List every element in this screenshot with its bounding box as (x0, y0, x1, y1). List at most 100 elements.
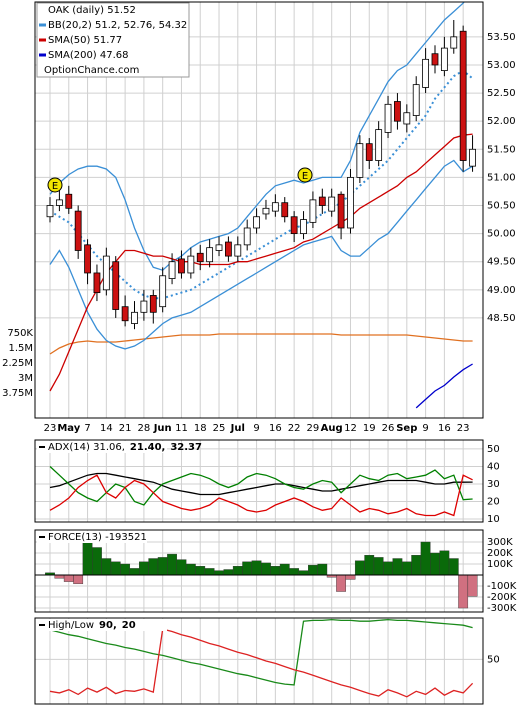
bar (101, 558, 112, 576)
x-tick-label: Jun (153, 423, 172, 434)
x-tick-label: 19 (363, 423, 376, 434)
y-tick-label: -300K (487, 603, 517, 614)
bar (308, 564, 318, 576)
bar (467, 574, 478, 597)
bar (63, 574, 74, 582)
candle-body (84, 244, 91, 274)
candle-body (459, 30, 467, 161)
bar (345, 574, 356, 580)
candle-body (168, 261, 176, 279)
y-tick-label: 51.00 (487, 172, 516, 183)
legend-box (37, 531, 147, 543)
bar (317, 563, 328, 576)
series-line (49, 472, 473, 496)
x-tick-label: Aug (321, 423, 343, 434)
series-line (49, 474, 473, 517)
candle-body (290, 216, 298, 235)
series-line (49, 159, 473, 350)
event-marker (297, 167, 313, 183)
bar (176, 559, 187, 576)
legend-label: BB(20,2) 51.2, 52.76, 54.32 (48, 20, 187, 31)
bar (411, 555, 422, 576)
y-tick-label: 20 (487, 497, 500, 508)
bar (279, 563, 290, 576)
x-tick-label: 16 (269, 423, 282, 434)
candle-body (356, 143, 364, 178)
y-tick-label: 30 (487, 479, 500, 490)
y-tick-label: 50 (487, 444, 500, 455)
x-tick-label: 14 (100, 423, 113, 434)
candle-body (74, 210, 82, 251)
x-tick-label: 23 (44, 423, 57, 434)
bar (92, 547, 102, 576)
y-tick-label: 50.00 (487, 229, 516, 240)
legend-label: ADX(14) 31.06, (48, 442, 125, 453)
bar (204, 568, 215, 576)
panel-frame (34, 617, 484, 705)
y-tick-label: 3.75M (2, 388, 33, 399)
candle-body (412, 84, 420, 116)
x-tick-label: 23 (457, 423, 470, 434)
y-tick-label: 52.50 (487, 88, 516, 99)
bar (430, 552, 440, 576)
candle-body (55, 199, 63, 206)
bar (185, 563, 196, 576)
y-tick-label: 51.50 (487, 144, 516, 155)
x-tick-label: 25 (213, 423, 226, 434)
bar (364, 555, 375, 576)
bar (401, 561, 412, 576)
candle-body (440, 47, 448, 71)
candle-body (93, 272, 101, 294)
series-line (49, 2, 465, 271)
candle-body (403, 112, 411, 125)
y-tick-label: 10 (487, 514, 500, 525)
plot-area (46, 2, 476, 409)
y-tick-label: 53.50 (487, 32, 516, 43)
bar (223, 569, 234, 576)
x-tick-label: 9 (253, 423, 259, 434)
event-label: E (52, 181, 58, 192)
candle-body (450, 36, 458, 49)
candle-body (102, 255, 110, 291)
legend-box (37, 441, 167, 453)
y-tick-label: 53.00 (487, 60, 516, 71)
bar (110, 561, 121, 576)
y-tick-label: -200K (487, 592, 517, 603)
y-tick-label: 48.50 (487, 313, 516, 324)
y-tick-label: 40 (487, 461, 500, 472)
bar (298, 570, 309, 576)
series-line (49, 466, 473, 506)
x-tick-label: 26 (382, 423, 395, 434)
y-tick-label: 300K (487, 537, 513, 548)
candle-body (347, 176, 354, 229)
x-tick-label: 28 (138, 423, 151, 434)
y-tick-label: 50 (487, 654, 500, 665)
bar (383, 561, 393, 576)
x-tick-label: Jul (230, 423, 245, 434)
y-tick-label: -100K (487, 581, 517, 592)
x-tick-label: 9 (422, 423, 428, 434)
x-tick-label: 22 (288, 423, 301, 434)
y-tick-label: 3M (18, 373, 33, 384)
panel-frame (34, 1, 484, 419)
plot-layer: 48.50 49.00 49.50 50.00 50.50 51.00 51.50 52.00… (2, 1, 517, 705)
candle-body (271, 202, 279, 212)
legend: OAK (daily) 51.52 BB(20,2) 51.2, 52.76, 5… (36, 2, 190, 78)
x-tick-label: Sep (396, 423, 417, 434)
candle-body (215, 244, 223, 251)
bar (336, 574, 346, 592)
y-tick-label: 1.5M (8, 343, 33, 354)
candle-body (159, 275, 167, 308)
panel-frame (34, 529, 484, 613)
candle-body (121, 306, 129, 322)
bar (420, 541, 431, 576)
candle-body (206, 247, 214, 263)
candle-body (422, 58, 430, 88)
event-label: E (302, 171, 308, 182)
bar (82, 541, 93, 576)
y-tick-label: 52.00 (487, 116, 516, 127)
overlay-layer: E E (47, 167, 313, 193)
bar (261, 562, 271, 576)
x-tick-label: 11 (175, 423, 188, 434)
